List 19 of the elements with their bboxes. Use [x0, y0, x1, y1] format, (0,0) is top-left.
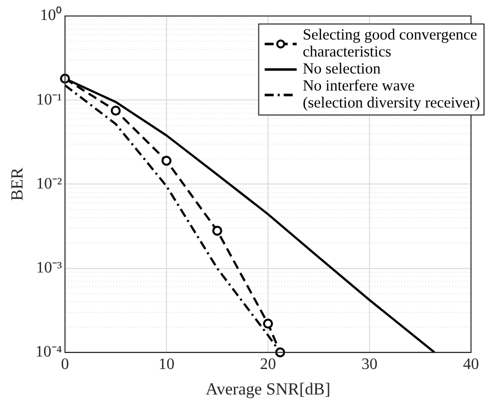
x-axis-title: Average SNR[dB] [206, 379, 330, 398]
y-tick-label: 10⁻⁴ [35, 344, 62, 361]
y-tick-label: 10⁰ [40, 6, 62, 24]
point [262, 318, 273, 329]
legend-label: Selecting good convergence characteristics [302, 26, 478, 61]
y-axis-title: BER [8, 167, 27, 201]
x-tick-label: 20 [260, 356, 276, 374]
y-tick-label: 10⁻² [36, 175, 62, 192]
x-tick-label: 40 [463, 356, 479, 374]
point [161, 156, 172, 166]
x-tick-label: 10 [158, 356, 174, 374]
point [212, 226, 222, 236]
x-tick-label: 0 [60, 356, 69, 374]
point [110, 106, 121, 116]
legend-label: No interfere wave (selection diversity receiver) [302, 78, 480, 112]
legend-label: No selection [302, 60, 381, 78]
x-tick-label: 30 [361, 356, 378, 374]
y-tick-label: 10⁻¹ [36, 91, 62, 108]
y-tick-label: 10⁻³ [36, 260, 62, 277]
